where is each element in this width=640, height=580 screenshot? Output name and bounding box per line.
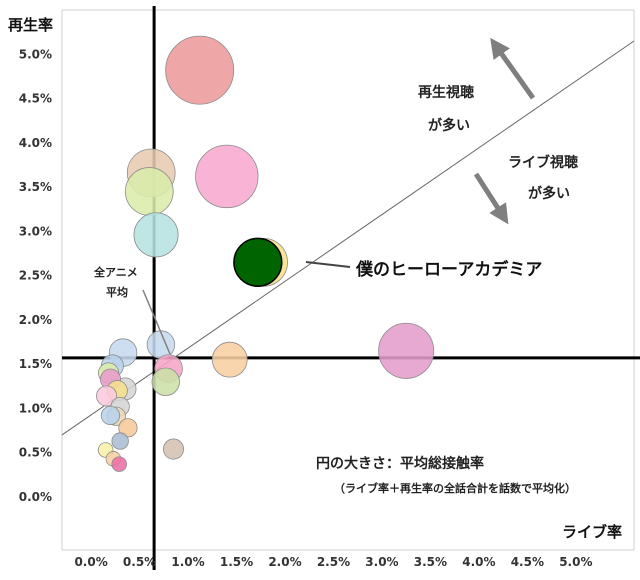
x-tick-label: 2.5%: [317, 555, 350, 569]
bubble: [118, 418, 138, 438]
y-tick-label: 4.5%: [19, 92, 52, 106]
highlight-pointer: [305, 261, 351, 268]
zone-lower-line2: が多い: [528, 185, 570, 202]
y-axis-ticks: 0.0% 0.5% 1.0% 1.5% 2.0% 2.5% 3.0% 3.5% 4.0% 4.5%…: [19, 47, 52, 504]
average-label-line1: 全アニメ: [93, 265, 138, 279]
bubble: [146, 330, 176, 359]
x-tick-label: 1.5%: [220, 555, 253, 569]
y-axis-title: 再生率: [8, 16, 53, 34]
plot-area: [61, 9, 635, 551]
bubble: [378, 322, 435, 379]
x-tick-label: 4.5%: [511, 555, 544, 569]
x-axis-title: ライブ率: [562, 523, 622, 541]
x-tick-label: 3.0%: [365, 555, 398, 569]
bubble: [100, 405, 121, 426]
arrow-upper-icon: [490, 37, 536, 100]
bubble: [165, 35, 235, 105]
y-tick-label: 1.5%: [19, 357, 52, 371]
bubble: [111, 456, 127, 472]
x-tick-label: 5.0%: [559, 555, 592, 569]
bubble: [151, 367, 180, 397]
zone-upper-line1: 再生視聴: [418, 84, 474, 101]
bubble: [162, 438, 185, 460]
x-tick-label: 1.0%: [171, 555, 204, 569]
y-tick-label: 3.0%: [19, 224, 52, 238]
bubble: [111, 432, 129, 450]
bubble-highlight: [233, 237, 283, 287]
average-label-line2: 平均: [106, 285, 128, 299]
size-note-sub: （ライブ率＋再生率の全話合計を話数で平均化）: [334, 481, 576, 495]
bubble: [133, 212, 179, 258]
y-tick-label: 3.5%: [19, 180, 52, 194]
y-tick-label: 1.0%: [19, 401, 52, 415]
x-tick-label: 3.5%: [414, 555, 447, 569]
y-tick-label: 4.0%: [19, 136, 52, 150]
bubble: [195, 144, 259, 209]
zone-lower-line1: ライブ視聴: [508, 154, 578, 171]
x-tick-label: 0.5%: [123, 555, 156, 569]
bubble-series: [96, 35, 435, 472]
zone-upper-line2: が多い: [428, 117, 470, 134]
x-tick-label: 0.0%: [74, 555, 107, 569]
arrow-lower-icon: [473, 172, 509, 225]
average-label-pointer: [142, 289, 171, 355]
y-tick-label: 5.0%: [19, 47, 52, 61]
size-note: 円の大きさ：平均総接触率: [316, 455, 484, 472]
bubble: [96, 385, 118, 407]
y-tick-label: 2.5%: [19, 269, 52, 283]
y-tick-label: 0.0%: [19, 490, 52, 504]
highlight-label: 僕のヒーローアカデミア: [355, 259, 542, 280]
x-tick-label: 4.0%: [462, 555, 495, 569]
x-tick-label: 2.0%: [268, 555, 301, 569]
y-tick-label: 0.5%: [19, 446, 52, 460]
x-axis-ticks: 0.0% 0.5% 1.0% 1.5% 2.0% 2.5% 3.0% 3.5% 4.0% 4.5%…: [74, 555, 592, 569]
y-tick-label: 2.0%: [19, 313, 52, 327]
bubble: [211, 341, 248, 378]
bubble: [124, 167, 174, 216]
